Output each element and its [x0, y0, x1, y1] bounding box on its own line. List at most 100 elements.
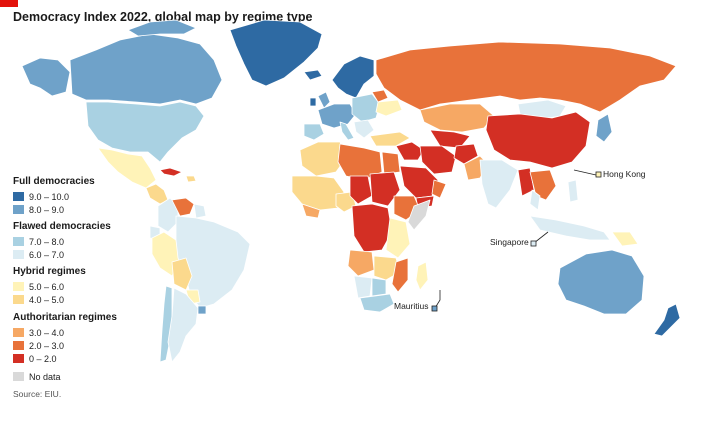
legend-item: 5.0 – 6.0 [13, 280, 86, 293]
region-uruguay [197, 305, 207, 315]
region-syria-iraq [395, 141, 425, 161]
region-east-africa [385, 217, 411, 259]
legend-swatch [13, 341, 24, 350]
mauritius-marker [431, 305, 438, 312]
legend-label: 9.0 – 10.0 [29, 191, 70, 202]
region-balkans [353, 119, 375, 139]
region-belarus [371, 89, 389, 103]
region-kazakhstan [419, 103, 495, 133]
legend-heading-hybrid: Hybrid regimes [13, 266, 86, 277]
legend-label: 5.0 – 6.0 [29, 281, 65, 292]
legend-item: 3.0 – 4.0 [13, 326, 117, 339]
region-iran [419, 145, 457, 175]
region-mozambique [391, 257, 409, 293]
region-turkey [369, 131, 411, 147]
legend-label: No data [29, 371, 61, 382]
legend-swatch [13, 295, 24, 304]
region-canada-arctic [127, 19, 197, 37]
legend-full-democracies: Full democracies 9.0 – 10.0 8.0 – 9.0 [13, 176, 95, 216]
legend-swatch [13, 237, 24, 246]
region-iceland [303, 69, 323, 81]
hong-kong-label: Hong Kong [603, 169, 646, 179]
legend-flawed-democracies: Flawed democracies 7.0 – 8.0 6.0 – 7.0 [13, 221, 111, 261]
region-canada [69, 33, 223, 105]
region-usa [85, 101, 205, 163]
region-papua [611, 231, 639, 247]
region-madagascar [415, 261, 429, 291]
map-title: Democracy Index 2022, global map by regi… [13, 10, 313, 24]
legend-swatch [13, 354, 24, 363]
region-alaska [21, 57, 71, 97]
singapore-marker [530, 240, 537, 247]
legend-item: 6.0 – 7.0 [13, 248, 111, 261]
mauritius-label: Mauritius [394, 301, 429, 311]
region-haiti [185, 175, 197, 183]
hong-kong-marker [595, 171, 602, 178]
legend-no-data: No data [13, 370, 61, 383]
region-italy [339, 121, 355, 141]
legend-authoritarian-regimes: Authoritarian regimes 3.0 – 4.0 2.0 – 3.… [13, 312, 117, 365]
region-angola [347, 249, 375, 277]
legend-heading-flawed: Flawed democracies [13, 221, 111, 232]
legend-swatch [13, 192, 24, 201]
region-western-europe [317, 103, 357, 129]
legend-swatch [13, 372, 24, 381]
legend-label: 6.0 – 7.0 [29, 249, 65, 260]
singapore-label: Singapore [490, 237, 529, 247]
region-ukraine [375, 99, 403, 117]
region-egypt [381, 151, 401, 175]
region-korea-japan [595, 113, 613, 143]
region-russia [375, 41, 677, 113]
region-bolivia [171, 257, 193, 291]
region-oman [431, 179, 447, 199]
region-scandinavia [331, 55, 375, 99]
region-cuba [159, 167, 183, 177]
region-australia [557, 249, 645, 315]
region-iberia [303, 123, 325, 141]
legend-item: 2.0 – 3.0 [13, 339, 117, 352]
legend-item: 0 – 2.0 [13, 352, 117, 365]
region-eastern-europe [351, 93, 381, 123]
region-philippines [567, 179, 579, 203]
mauritius-leader [434, 290, 441, 309]
legend-label: 8.0 – 9.0 [29, 204, 65, 215]
region-thailand [529, 189, 541, 211]
legend-label: 0 – 2.0 [29, 353, 57, 364]
legend-item: 9.0 – 10.0 [13, 190, 95, 203]
legend-item: No data [13, 370, 61, 383]
region-greenland [229, 19, 323, 87]
legend-swatch [13, 205, 24, 214]
legend-item: 7.0 – 8.0 [13, 235, 111, 248]
region-botswana [371, 277, 387, 297]
region-south-africa [359, 293, 395, 313]
region-indonesia [529, 215, 611, 241]
region-india [479, 159, 519, 209]
region-guianas [193, 203, 207, 219]
region-somalia [407, 199, 431, 231]
legend-swatch [13, 282, 24, 291]
legend-label: 3.0 – 4.0 [29, 327, 65, 338]
region-mexico [97, 147, 157, 189]
legend-item: 4.0 – 5.0 [13, 293, 86, 306]
legend-label: 4.0 – 5.0 [29, 294, 65, 305]
legend-item: 8.0 – 9.0 [13, 203, 95, 216]
hong-kong-leader [573, 169, 597, 176]
region-central-america [145, 183, 169, 205]
region-venezuela [171, 197, 195, 217]
region-afghanistan [453, 143, 479, 165]
legend-hybrid-regimes: Hybrid regimes 5.0 – 6.0 4.0 – 5.0 [13, 266, 86, 306]
region-chad [349, 175, 373, 205]
region-central-africa [351, 203, 393, 253]
legend-swatch [13, 250, 24, 259]
region-namibia [353, 275, 373, 299]
region-central-asia [429, 129, 471, 149]
legend-heading-full: Full democracies [13, 176, 95, 187]
legend-label: 2.0 – 3.0 [29, 340, 65, 351]
region-uk [317, 91, 331, 109]
region-china [485, 111, 591, 169]
region-argentina [167, 287, 199, 363]
legend-swatch [13, 328, 24, 337]
region-ireland [309, 97, 317, 107]
brand-tag [0, 0, 18, 7]
